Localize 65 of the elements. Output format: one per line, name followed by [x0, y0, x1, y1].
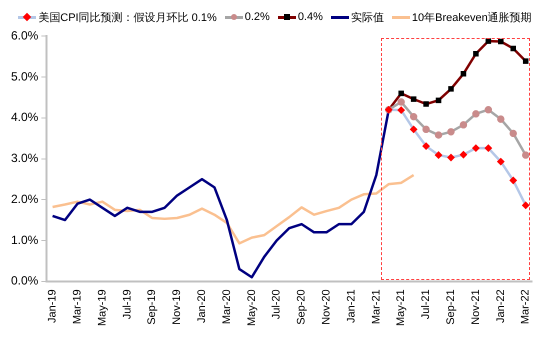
point [486, 38, 492, 44]
x-tick-label: Jul-20 [270, 289, 283, 320]
x-tick-label: Mar-19 [72, 289, 84, 324]
legend-label: 10年Breakeven通胀预期 [412, 10, 532, 24]
point [460, 150, 468, 158]
x-tick-label: Mar-21 [370, 289, 382, 324]
x-tick-label: Nov-19 [171, 289, 184, 325]
x-tick-label: Jan-21 [345, 289, 358, 323]
y-tick-label: 5.0% [10, 69, 39, 84]
point [484, 106, 492, 114]
point [434, 131, 442, 139]
point [484, 144, 492, 152]
y-tick-label: 6.0% [10, 28, 39, 43]
x-tick-label: Sep-19 [146, 289, 158, 325]
x-tick-label: Sep-20 [296, 289, 308, 325]
x-tick-label: May-19 [96, 289, 108, 326]
point [497, 158, 504, 166]
x-tick-label: Nov-21 [470, 289, 482, 325]
point [422, 126, 430, 134]
x-tick-label: Nov-20 [320, 289, 333, 325]
point [460, 71, 466, 77]
x-tick-label: Sep-21 [445, 289, 458, 325]
x-tick-label: Jul-21 [420, 289, 432, 320]
x-tick-label: Jan-19 [46, 289, 59, 323]
point [410, 126, 418, 134]
point [522, 58, 528, 64]
point [473, 51, 479, 57]
y-tick-label: 0.0% [10, 274, 39, 288]
point [447, 154, 455, 162]
point [522, 151, 530, 159]
point [510, 176, 517, 184]
point [447, 128, 455, 136]
point [522, 202, 530, 210]
point [497, 115, 504, 123]
y-tick-label: 4.0% [10, 110, 39, 124]
x-tick-label: Jul-19 [121, 289, 134, 320]
point [498, 38, 504, 44]
point [422, 142, 430, 150]
point [423, 101, 429, 107]
legend-label: 0.2% [244, 11, 270, 23]
point [460, 121, 468, 129]
point [397, 98, 405, 106]
y-tick-label: 2.0% [10, 192, 39, 206]
x-tick-label: Mar-20 [220, 289, 233, 324]
x-tick-label: Jan-20 [196, 289, 208, 323]
point [448, 86, 454, 92]
legend-label: 0.4% [298, 11, 323, 23]
point [434, 151, 442, 159]
x-tick-label: May-21 [395, 289, 408, 326]
y-tick-label: 3.0% [10, 151, 39, 166]
point [472, 144, 480, 152]
x-tick-label: May-20 [246, 289, 258, 326]
x-tick-label: Mar-22 [520, 289, 532, 324]
point [398, 90, 404, 96]
legend-label: 实际值 [350, 10, 384, 24]
point [472, 110, 480, 118]
point [410, 112, 418, 120]
point [410, 96, 416, 102]
point [510, 46, 516, 52]
x-tick-label: Jan-22 [494, 289, 507, 323]
point [510, 130, 517, 138]
y-tick-label: 1.0% [10, 232, 39, 247]
point [397, 106, 405, 114]
point [436, 98, 442, 104]
legend-label: 美国CPI同比预测：假设月环比 0.1% [38, 10, 217, 24]
